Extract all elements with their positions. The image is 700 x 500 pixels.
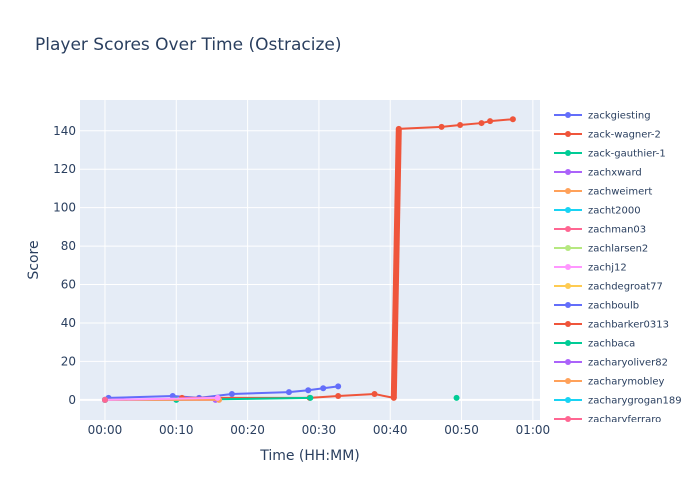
plot-area (80, 100, 540, 420)
series-zack-wagner-2 (178, 116, 516, 401)
legend-label: zachbarker0313 (588, 320, 669, 331)
legend-label: zachboulb (588, 301, 639, 312)
legend-swatch-marker (565, 397, 571, 403)
legend-label: zachj12 (588, 263, 627, 274)
legend-label: zack-wagner-2 (588, 130, 661, 141)
data-point[interactable] (487, 118, 494, 125)
data-point[interactable] (305, 387, 312, 394)
x-tick-label: 00:10 (159, 423, 194, 437)
y-tick-label: 100 (53, 201, 76, 215)
data-point[interactable] (478, 120, 485, 127)
legend-item-zachbaca[interactable]: zachbaca (554, 339, 635, 350)
data-point[interactable] (101, 396, 108, 403)
data-point[interactable] (228, 391, 235, 398)
legend-swatch-marker (565, 188, 571, 194)
y-tick-label: 140 (53, 124, 76, 138)
series-zacharyferraro (101, 396, 108, 403)
legend-item-zacht2000[interactable]: zacht2000 (554, 206, 641, 217)
y-axis-title: Score (26, 240, 42, 279)
data-point[interactable] (453, 394, 460, 401)
x-axis-title: Time (HH:MM) (259, 448, 360, 464)
data-point[interactable] (320, 385, 327, 392)
legend-swatch-marker (565, 207, 571, 213)
legend-item-zack-gauthier-1[interactable]: zack-gauthier-1 (554, 149, 666, 160)
legend-label: zachdegroat77 (588, 282, 663, 293)
legend-item-zachj12[interactable]: zachj12 (554, 263, 627, 274)
legend-item-zacharygrogan189[interactable]: zacharygrogan189 (554, 396, 682, 407)
data-point[interactable] (335, 383, 342, 390)
x-tick-label: 00:20 (230, 423, 265, 437)
data-point[interactable] (335, 392, 342, 399)
y-tick-label: 40 (61, 316, 76, 330)
legend-label: zacharymobley (588, 377, 665, 388)
series-jump-segment (390, 128, 402, 398)
data-point[interactable] (214, 394, 221, 401)
x-tick-label: 00:00 (88, 423, 123, 437)
data-point[interactable] (285, 389, 292, 396)
legend-item-zacharyoliver82[interactable]: zacharyoliver82 (554, 358, 668, 369)
legend-label: zachxward (588, 168, 642, 179)
data-point[interactable] (307, 394, 314, 401)
data-point[interactable] (438, 123, 445, 130)
data-point[interactable] (390, 394, 397, 401)
legend-item-zack-wagner-2[interactable]: zack-wagner-2 (554, 130, 661, 141)
legend-swatch-marker (565, 245, 571, 251)
legend-label: zachlarsen2 (588, 244, 648, 255)
y-tick-label: 20 (61, 354, 76, 368)
x-tick-label: 01:00 (516, 423, 551, 437)
x-tick-label: 00:50 (444, 423, 479, 437)
legend-item-zacharymobley[interactable]: zacharymobley (554, 377, 665, 388)
legend-item-zachweimert[interactable]: zachweimert (554, 187, 652, 198)
legend-swatch-marker (565, 131, 571, 137)
legend-item-zachboulb[interactable]: zachboulb (554, 301, 639, 312)
legend-label: zacharyferraro (588, 415, 661, 426)
legend-item-zachbarker0313[interactable]: zachbarker0313 (554, 320, 669, 331)
y-tick-label: 0 (68, 393, 76, 407)
chart-title: Player Scores Over Time (Ostracize) (35, 35, 342, 55)
x-tick-label: 00:40 (373, 423, 408, 437)
legend-item-zachxward[interactable]: zachxward (554, 168, 642, 179)
legend-swatch-marker (565, 169, 571, 175)
legend-swatch-marker (565, 359, 571, 365)
legend-swatch-marker (565, 150, 571, 156)
y-tick-label: 80 (61, 239, 76, 253)
x-tick-label: 00:30 (302, 423, 337, 437)
data-point[interactable] (509, 116, 516, 123)
y-tick-label: 60 (61, 278, 76, 292)
legend[interactable]: zackgiesting zack-wagner-2 zack-gauthier-1… (554, 111, 682, 426)
data-point[interactable] (371, 391, 378, 398)
data-point[interactable] (169, 392, 176, 399)
legend-label: zacharygrogan189 (588, 396, 682, 407)
legend-swatch-marker (565, 264, 571, 270)
legend-swatch-marker (565, 378, 571, 384)
y-tick-label: 120 (53, 162, 76, 176)
axes: 00:00 00:10 00:20 00:30 00:40 00:50 01:00 0 20 40… (53, 124, 550, 437)
data-point[interactable] (395, 125, 402, 132)
legend-item-zachman03[interactable]: zachman03 (554, 225, 646, 236)
legend-swatch-marker (565, 340, 571, 346)
legend-swatch-marker (565, 283, 571, 289)
legend-swatch-marker (565, 112, 571, 118)
legend-swatch-marker (565, 302, 571, 308)
legend-item-zachdegroat77[interactable]: zachdegroat77 (554, 282, 663, 293)
series-line (104, 396, 218, 401)
legend-label: zacharyoliver82 (588, 358, 668, 369)
legend-swatch-marker (565, 226, 571, 232)
legend-item-zackgiesting[interactable]: zackgiesting (554, 111, 651, 122)
legend-label: zachweimert (588, 187, 652, 198)
legend-label: zachman03 (588, 225, 646, 236)
legend-item-zacharyferraro[interactable]: zacharyferraro (554, 415, 661, 426)
legend-label: zachbaca (588, 339, 635, 350)
series-layer (101, 116, 516, 403)
legend-label: zacht2000 (588, 206, 641, 217)
legend-swatch-marker (565, 416, 571, 422)
legend-label: zack-gauthier-1 (588, 149, 666, 160)
series-zachbaca (453, 394, 460, 401)
legend-swatch-marker (565, 321, 571, 327)
legend-item-zachlarsen2[interactable]: zachlarsen2 (554, 244, 648, 255)
legend-label: zackgiesting (588, 111, 651, 122)
data-point[interactable] (457, 121, 464, 128)
